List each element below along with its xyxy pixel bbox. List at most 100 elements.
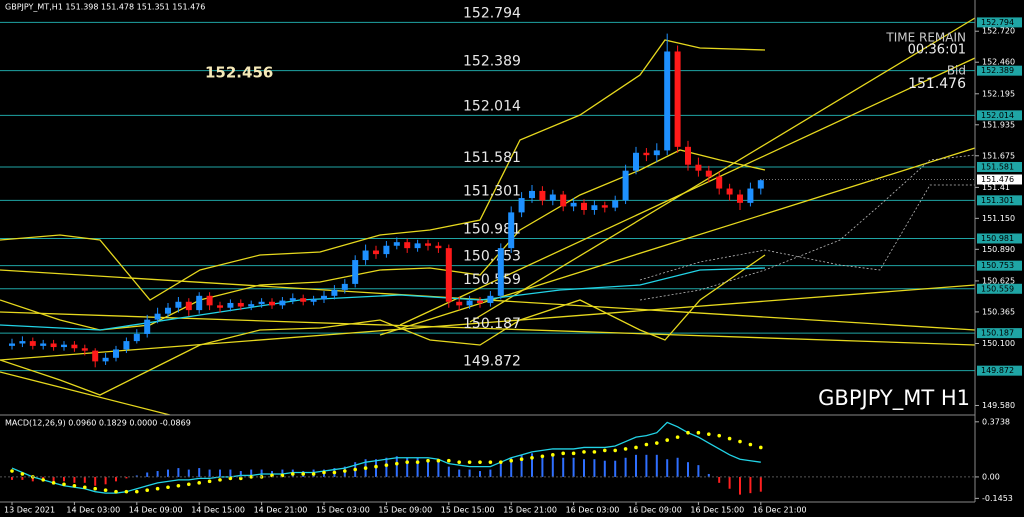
candle-body: [81, 348, 88, 351]
y-tick-label: 150.100: [982, 339, 1015, 348]
signal-dot: [218, 478, 222, 482]
trendline: [399, 57, 976, 326]
y-tick-label: 151.41: [982, 183, 1010, 192]
candle-body: [539, 190, 546, 201]
signal-dot: [696, 430, 701, 435]
candle-body: [165, 307, 171, 314]
signal-dot: [20, 472, 25, 476]
candle-body: [40, 343, 47, 346]
signal-dot: [343, 469, 347, 473]
level-box: [977, 161, 1022, 172]
signal-dot: [717, 433, 721, 438]
y-tick-label: -0.1453: [982, 494, 1013, 503]
trendline: [0, 371, 171, 416]
level-box-label: 152.389: [981, 66, 1014, 75]
signal-dot: [270, 473, 274, 478]
candle-body: [560, 194, 567, 207]
candle-body: [393, 242, 400, 246]
x-tick-label: 14 Dec 15:00: [191, 506, 245, 515]
candle-body: [508, 212, 515, 249]
candle-body: [227, 302, 234, 308]
signal-dot: [644, 442, 649, 447]
signal-dot: [613, 448, 617, 453]
bid-box: [977, 174, 1022, 185]
candle-body: [570, 202, 577, 207]
cloud: [639, 154, 976, 301]
candle-body: [362, 250, 369, 261]
candle-body: [175, 301, 182, 308]
candle-body: [217, 305, 223, 308]
y-tick-label: 152.195: [982, 89, 1015, 98]
candle-body: [653, 150, 660, 156]
signal-dot: [103, 488, 108, 493]
bollinger-upper: [0, 39, 766, 301]
signal-dot: [436, 458, 441, 463]
indicator-lines: [0, 17, 976, 416]
signal-dot: [51, 481, 56, 485]
signal-dot: [187, 482, 191, 487]
signal-dot: [124, 489, 129, 494]
level-box: [977, 65, 1022, 76]
macd-line: [11, 421, 761, 494]
signal-dot: [93, 486, 97, 491]
y-tick-label: 0.3738: [982, 417, 1010, 426]
trendline: [0, 284, 976, 361]
candle-body: [643, 152, 650, 156]
signal-dot: [509, 458, 513, 463]
cloud-edge: [639, 154, 976, 301]
signal-dot: [395, 461, 399, 466]
candle-body: [341, 283, 348, 290]
x-tick-label: 15 Dec 15:00: [441, 506, 495, 515]
candle-body: [123, 341, 130, 350]
signal-dot: [530, 455, 534, 460]
x-tick-label: 16 Dec 15:00: [690, 506, 744, 515]
signal-dot: [363, 466, 368, 470]
candle-body: [289, 298, 296, 301]
bid-label: Bid: [947, 64, 966, 78]
cloud-edge: [639, 184, 975, 281]
x-tick-label: 15 Dec 09:00: [378, 506, 432, 515]
level-box: [977, 17, 1022, 28]
candle-body: [529, 190, 535, 199]
bollinger-lower: [0, 254, 766, 396]
candle-body: [29, 341, 36, 346]
x-tick-label: 13 Dec 2021: [4, 506, 55, 515]
level-box-label: 152.014: [981, 111, 1014, 120]
signal-dot: [291, 472, 295, 476]
level-label: 150.187: [463, 316, 521, 332]
level-box-label: 152.794: [981, 18, 1014, 27]
signal-dot: [228, 476, 233, 481]
level-box-label: 151.301: [981, 196, 1014, 205]
candle-body: [248, 304, 255, 307]
y-tick-label: 150.625: [982, 276, 1015, 285]
signal-dot: [239, 476, 243, 481]
candle-body: [549, 194, 556, 201]
candle-body: [705, 170, 712, 177]
trendline: [469, 17, 976, 323]
signal-dot: [457, 460, 462, 464]
candle-body: [61, 344, 67, 348]
candle-body: [300, 298, 307, 302]
signal-dot: [447, 458, 451, 463]
candle-body: [518, 198, 525, 213]
candle-body: [664, 51, 671, 151]
candle-body: [310, 299, 317, 302]
marker-price: 152.456: [205, 64, 273, 82]
trendline: [379, 147, 976, 336]
signal-dot: [83, 485, 87, 490]
candle-body: [633, 152, 639, 171]
candle-body: [466, 300, 473, 306]
level-box: [977, 260, 1022, 271]
level-box: [977, 233, 1022, 244]
candle-body: [477, 300, 483, 303]
level-label: 150.981: [463, 221, 521, 237]
signal-dot: [207, 479, 212, 484]
symbol-label: GBPJPY_MT H1: [818, 386, 970, 411]
signal-dot: [582, 450, 586, 454]
signal-dot: [62, 482, 66, 487]
signal-dot: [332, 470, 337, 475]
candle-body: [737, 194, 743, 203]
candle-body: [414, 243, 421, 249]
